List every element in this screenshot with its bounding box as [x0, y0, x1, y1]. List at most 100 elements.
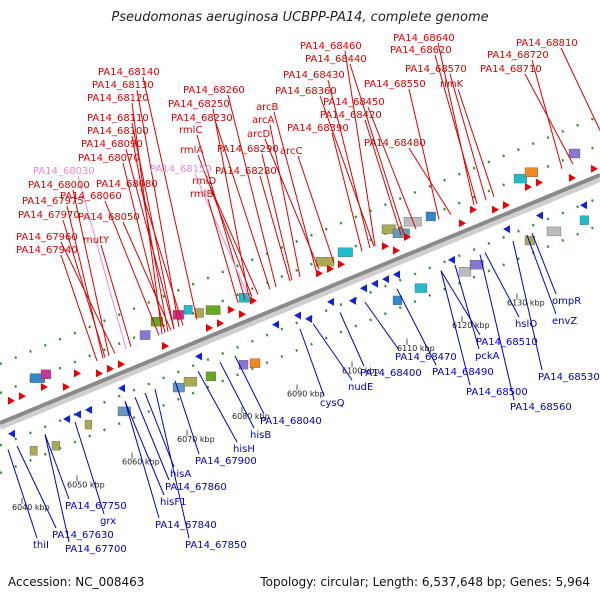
lower-leader-line [44, 434, 70, 500]
upper-gene-label[interactable]: PA14_68130 [92, 80, 154, 91]
upper-gene-label[interactable]: PA14_67960 [16, 232, 78, 243]
upper-gene-label[interactable]: rmlC [179, 125, 202, 136]
lower-gene-label[interactable]: envZ [552, 316, 577, 327]
upper-gene-label[interactable]: PA14_68080 [96, 179, 158, 190]
gene-feature-box [29, 446, 38, 456]
lower-gene-label[interactable]: hisH [233, 444, 255, 455]
lower-gene-label[interactable]: hisF1 [160, 497, 186, 508]
lower-gene-label[interactable]: PA14_68470 [395, 352, 457, 363]
upper-leader-line [331, 132, 363, 252]
upper-gene-label[interactable]: rimK [440, 79, 464, 90]
lower-gene-label[interactable]: nudE [348, 382, 373, 393]
lower-gene-label[interactable]: thiI [33, 540, 49, 551]
upper-gene-label[interactable]: PA14_68250 [168, 99, 230, 110]
upper-gene-label[interactable]: PA14_68460 [300, 41, 362, 52]
upper-gene-label[interactable]: PA14_68450 [323, 97, 385, 108]
kbp-tick-label: 6130 kbp [507, 298, 545, 307]
reverse-gene-arrow [360, 284, 367, 293]
lower-gene-label[interactable]: PA14_68490 [432, 367, 494, 378]
upper-gene-label[interactable]: PA14_68000 [28, 180, 90, 191]
lower-gene-label[interactable]: hisA [170, 469, 191, 480]
upper-gene-label[interactable]: PA14_68070 [78, 153, 140, 164]
lower-gene-label[interactable]: PA14_68040 [260, 416, 322, 427]
upper-leader-line [349, 63, 405, 235]
upper-gene-label[interactable]: PA14_68620 [390, 45, 452, 56]
upper-gene-label[interactable]: arcD [247, 129, 271, 140]
upper-gene-label[interactable]: PA14_68280 [215, 166, 277, 177]
upper-gene-label[interactable]: PA14_68480 [364, 138, 426, 149]
lower-leader-line [124, 401, 160, 519]
upper-leader-line [259, 175, 291, 282]
upper-gene-label[interactable]: rmlB [190, 189, 213, 200]
upper-gene-label[interactable]: PA14_68550 [364, 79, 426, 90]
upper-gene-label[interactable]: PA14_67940 [16, 245, 78, 256]
lower-gene-label[interactable]: PA14_68500 [466, 387, 528, 398]
upper-gene-label[interactable]: rmlA [180, 145, 203, 156]
gene-feature-box [205, 371, 216, 382]
lower-gene-label[interactable]: PA14_68400 [360, 368, 422, 379]
accession-text: Accession: NC_008463 [8, 575, 145, 589]
upper-gene-label[interactable]: arcB [256, 102, 279, 113]
forward-gene-arrow [591, 164, 598, 173]
lower-gene-label[interactable]: PA14_68530 [538, 372, 600, 383]
lower-gene-label[interactable]: cysQ [320, 398, 345, 409]
lower-gene-label[interactable]: PA14_67750 [65, 501, 127, 512]
upper-leader-line [227, 94, 277, 288]
upper-gene-label[interactable]: PA14_68360 [275, 86, 337, 97]
upper-gene-label[interactable]: PA14_68430 [283, 70, 345, 81]
lower-gene-label[interactable]: PA14_67630 [52, 530, 114, 541]
kbp-tick-label: 6090 kbp [287, 389, 325, 398]
forward-gene-arrow [107, 364, 114, 373]
upper-gene-label[interactable]: PA14_68090 [81, 139, 143, 150]
lower-gene-label[interactable]: PA14_67840 [155, 520, 217, 531]
lower-gene-label[interactable]: PA14_67850 [185, 540, 247, 551]
upper-gene-label[interactable]: PA14_68100 [87, 126, 149, 137]
upper-gene-label[interactable]: PA14_68140 [98, 67, 160, 78]
lower-gene-label[interactable]: hisB [250, 430, 271, 441]
lower-gene-label[interactable]: PA14_67900 [195, 456, 257, 467]
upper-gene-label[interactable]: PA14_68290 [217, 144, 279, 155]
upper-gene-label[interactable]: PA14_68640 [393, 33, 455, 44]
upper-leader-line [297, 155, 335, 264]
gene-feature-box [414, 283, 427, 293]
forward-gene-arrow [8, 396, 15, 405]
lower-gene-label[interactable]: PA14_68560 [510, 402, 572, 413]
lower-leader-line [154, 388, 190, 539]
upper-gene-label[interactable]: arcA [252, 115, 275, 126]
upper-gene-label[interactable]: arcC [280, 146, 303, 157]
lower-gene-label[interactable]: PA14_67860 [165, 482, 227, 493]
upper-gene-label[interactable]: PA14_67975 [22, 196, 84, 207]
upper-gene-label[interactable]: PA14_68230 [171, 113, 233, 124]
lower-gene-label[interactable]: pckA [475, 351, 500, 362]
upper-gene-label[interactable]: PA14_68030 [33, 166, 95, 177]
upper-gene-label[interactable]: PA14_68260 [183, 85, 245, 96]
reverse-gene-arrow [371, 279, 378, 288]
upper-gene-label[interactable]: PA14_68720 [487, 50, 549, 61]
upper-gene-label[interactable]: PA14_68710 [480, 64, 542, 75]
reverse-gene-arrow [503, 225, 510, 234]
upper-gene-label[interactable]: PA14_68440 [305, 54, 367, 65]
forward-gene-arrow [206, 323, 213, 332]
forward-gene-arrow [404, 233, 411, 242]
lower-gene-label[interactable]: ompR [552, 296, 581, 307]
lower-gene-label[interactable]: grx [100, 516, 116, 527]
upper-gene-label[interactable]: PA14_68390 [287, 123, 349, 134]
upper-gene-label[interactable]: PA14_68810 [516, 38, 578, 49]
upper-gene-label[interactable]: rmlD [192, 176, 216, 187]
upper-gene-label[interactable]: mutY [83, 235, 110, 246]
upper-gene-label[interactable]: PA14_67970 [18, 210, 80, 221]
upper-gene-label[interactable]: PA14_68110 [87, 113, 149, 124]
upper-gene-label[interactable]: PA14_68420 [320, 110, 382, 121]
upper-gene-label[interactable]: PA14_68050 [78, 212, 140, 223]
lower-leader-line [312, 323, 353, 381]
upper-gene-label[interactable]: PA14_68150 [150, 164, 212, 175]
lower-gene-label[interactable]: PA14_68510 [476, 337, 538, 348]
lower-gene-label[interactable]: hslO [515, 319, 537, 330]
upper-gene-label[interactable]: PA14_68570 [405, 64, 467, 75]
kbp-tick-label: 6120 kbp [452, 321, 490, 330]
lower-gene-label[interactable]: PA14_67700 [65, 544, 127, 555]
forward-gene-arrow [96, 369, 103, 378]
upper-gene-label[interactable]: PA14_68120 [87, 93, 149, 104]
upper-gene-label[interactable]: PA14_68060 [60, 191, 122, 202]
forward-gene-arrow [393, 246, 400, 255]
